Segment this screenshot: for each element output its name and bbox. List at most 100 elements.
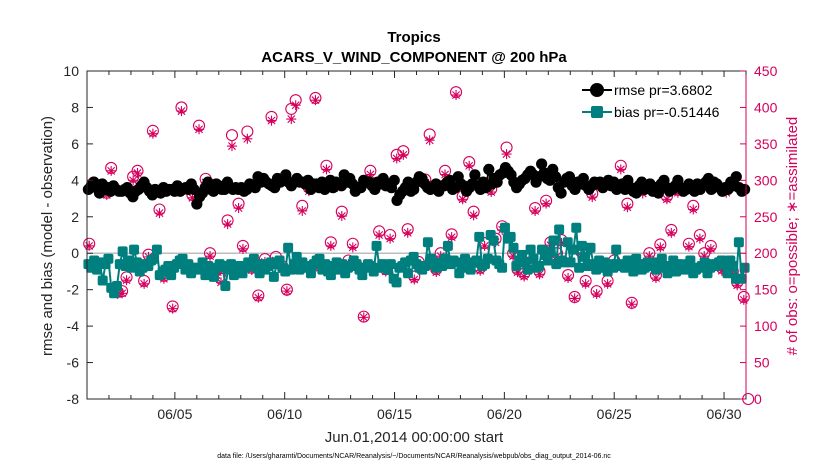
- obs-assimilated-point: [358, 312, 369, 323]
- bias-point: [565, 257, 576, 268]
- bias-point: [542, 255, 553, 266]
- rmse-point: [652, 187, 665, 199]
- x-tick-label: 06/30: [707, 406, 742, 422]
- axes-ticks: -8-6-4-202468100501001502002503003504004…: [63, 63, 777, 422]
- bias-point: [482, 253, 493, 264]
- obs-assimilated-point: [446, 232, 457, 243]
- obs-assimilated-point: [121, 275, 132, 286]
- x-tick-label: 06/10: [267, 406, 302, 422]
- rmse-point: [469, 169, 481, 181]
- y2-tick-label: 0: [754, 391, 762, 407]
- y2-tick-label: 300: [754, 172, 778, 188]
- bias-point: [497, 262, 508, 273]
- obs-assimilated-point: [563, 273, 574, 284]
- obs-assimilated-point: [541, 198, 552, 209]
- x-axis-label: Jun.01,2014 00:00:00 start: [325, 429, 504, 446]
- bias-point: [568, 244, 579, 255]
- bias-point: [579, 251, 590, 262]
- obs-assimilated-point: [117, 288, 128, 299]
- obs-assimilated-point: [501, 149, 512, 160]
- rmse-point: [536, 158, 548, 170]
- obs-assimilated-point: [626, 299, 637, 310]
- bias-point: [391, 277, 402, 288]
- x-tick-label: 06/20: [487, 406, 522, 422]
- obs-assimilated-point: [128, 175, 139, 186]
- bias-point: [522, 264, 533, 275]
- y-tick-label: -4: [67, 318, 80, 334]
- obs-assimilated-point: [385, 233, 396, 244]
- legend-box: [577, 77, 739, 125]
- obs-assimilated-point: [106, 165, 117, 176]
- obs-assimilated-point: [705, 243, 716, 254]
- obs-assimilated-point: [286, 114, 297, 125]
- obs-assimilated-point: [699, 251, 710, 262]
- bias-point: [728, 260, 739, 271]
- y-tick-label: 0: [71, 245, 79, 261]
- obs-assimilated-point: [519, 271, 530, 282]
- obs-assimilated-point: [374, 230, 385, 240]
- chart-subtitle: ACARS_V_WIND_COMPONENT @ 200 hPa: [261, 49, 567, 66]
- obs-assimilated-point: [587, 192, 598, 203]
- obs-assimilated-point: [242, 133, 253, 144]
- bias-series: [83, 222, 750, 299]
- bias-point: [325, 270, 336, 281]
- y2-tick-label: 150: [754, 282, 778, 298]
- obs-assimilated-point: [534, 269, 545, 280]
- bias-point: [305, 268, 316, 279]
- y2-tick-label: 250: [754, 209, 778, 225]
- y2-tick-label: 200: [754, 245, 778, 261]
- bias-point: [248, 253, 259, 264]
- obs-assimilated-point: [716, 265, 727, 276]
- rmse-point: [555, 187, 567, 199]
- y-tick-label: 4: [71, 172, 79, 188]
- bias-point: [442, 240, 453, 251]
- obs-assimilated-point: [222, 219, 233, 230]
- obs-assimilated-point: [194, 124, 205, 135]
- obs-assimilated-point: [694, 233, 705, 244]
- y-tick-label: 8: [71, 99, 79, 115]
- bias-point: [371, 240, 382, 251]
- bias-point: [525, 244, 536, 255]
- obs-assimilated-point: [365, 169, 376, 180]
- bias-point: [548, 235, 559, 246]
- obs-assimilated-point: [468, 210, 479, 221]
- chart-title: Tropics: [387, 29, 440, 46]
- bias-point: [585, 242, 596, 253]
- rmse-point: [549, 171, 562, 183]
- obs-assimilated-point: [391, 153, 402, 164]
- obs-assimilated-point: [530, 205, 541, 216]
- obs-assimilated-point: [424, 135, 435, 146]
- rmse-point: [388, 174, 400, 186]
- bias-point: [736, 273, 747, 284]
- obs-assimilated-point: [336, 211, 347, 222]
- obs-assimilated-point: [139, 278, 150, 289]
- bias-point: [208, 271, 219, 282]
- y2-tick-label: 100: [754, 318, 778, 334]
- bias-point: [488, 235, 499, 246]
- obs-assimilated-point: [281, 286, 292, 297]
- y-tick-label: 6: [71, 136, 79, 152]
- bias-point: [129, 244, 140, 255]
- obs-assimilated-point: [154, 208, 165, 219]
- bias-point: [111, 281, 122, 292]
- obs-assimilated-point: [622, 202, 633, 213]
- obs-assimilated-point: [644, 251, 655, 262]
- y2-tick-label: 50: [754, 355, 770, 371]
- obs-assimilated-point: [321, 164, 332, 175]
- bias-point: [117, 246, 128, 257]
- bias-point: [103, 253, 114, 264]
- obs-assimilated-point: [409, 274, 420, 285]
- bias-point: [220, 281, 231, 292]
- bias-point: [505, 231, 516, 242]
- bias-point: [534, 260, 545, 271]
- bias-point: [576, 240, 587, 251]
- obs-assimilated-point: [479, 240, 490, 251]
- obs-assimilated-point: [310, 95, 321, 106]
- obs-assimilated-point: [402, 227, 413, 238]
- obs-assimilated-point: [176, 106, 187, 117]
- obs-assimilated-point: [512, 267, 523, 278]
- obs-assimilated-point: [661, 194, 672, 205]
- legend-rmse-label: rmse pr=3.6802: [614, 82, 713, 98]
- bias-point: [149, 253, 160, 264]
- bias-point: [499, 222, 510, 233]
